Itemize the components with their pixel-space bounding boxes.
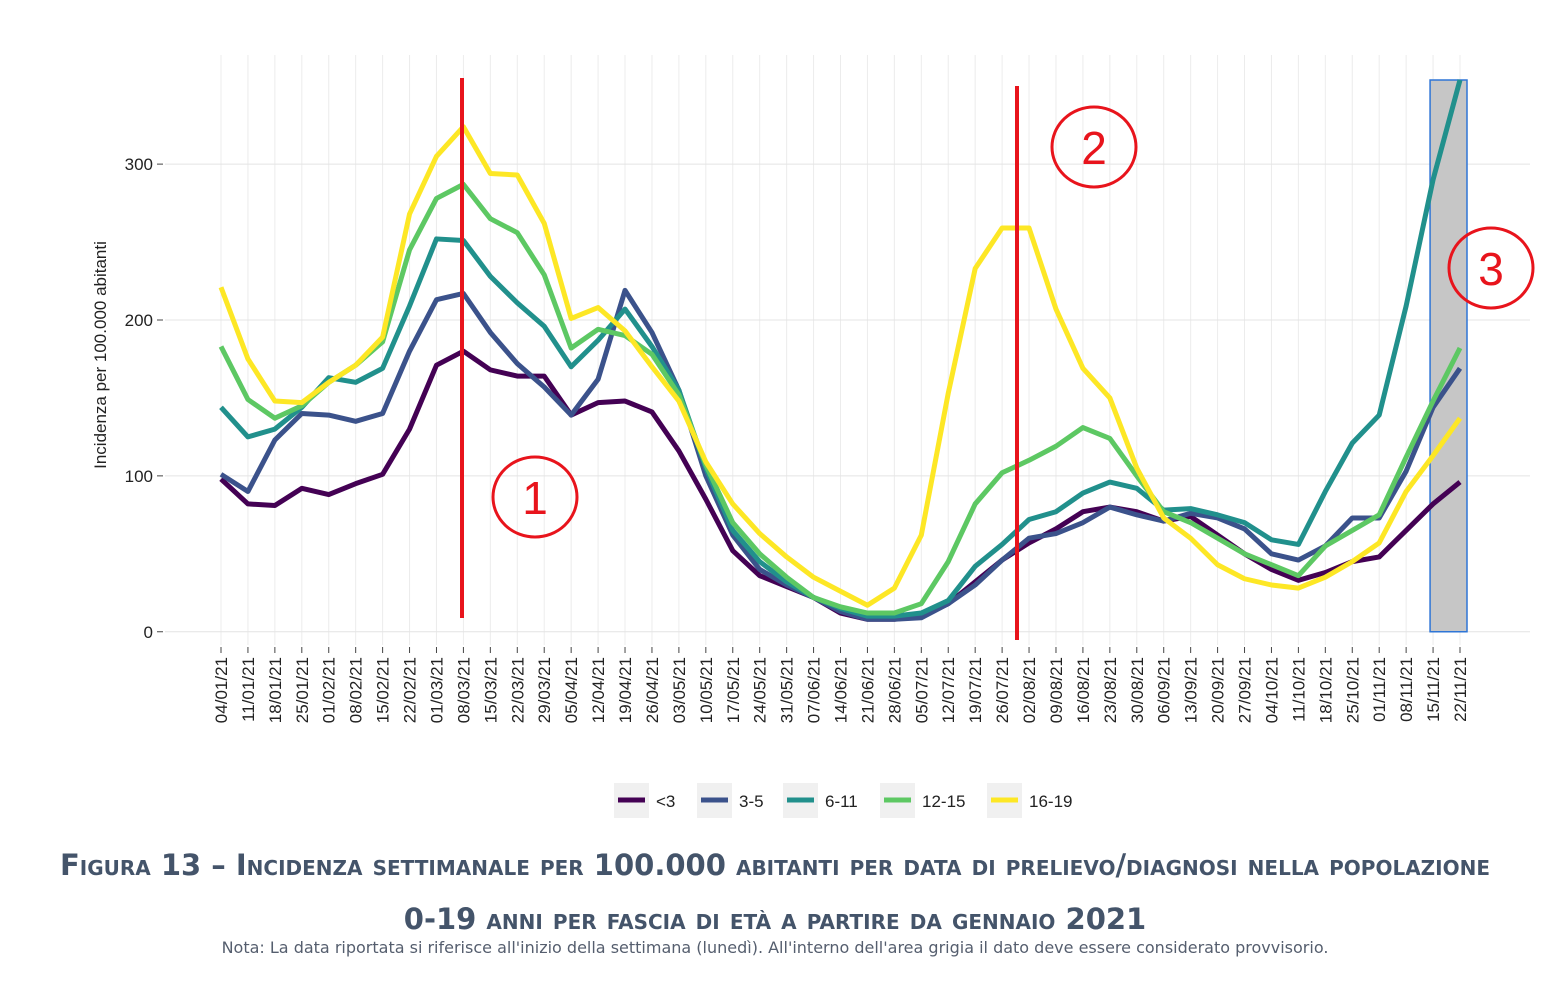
legend-label: <3	[656, 792, 675, 811]
legend-item: 12-15	[880, 783, 965, 818]
x-tick-label: 05/07/21	[912, 657, 931, 723]
x-tick-label: 15/11/21	[1424, 657, 1443, 722]
x-tick-label: 01/03/21	[427, 657, 446, 723]
annotation-circle	[491, 455, 579, 539]
legend-label: 3-5	[739, 792, 764, 811]
x-tick-label: 04/01/21	[212, 657, 231, 723]
x-tick-label: 30/08/21	[1128, 657, 1147, 723]
x-tick-label: 26/07/21	[993, 657, 1012, 723]
x-tick-label: 11/10/21	[1289, 657, 1308, 722]
x-tick-label: 03/05/21	[670, 657, 689, 723]
legend-label: 6-11	[825, 792, 858, 811]
x-tick-label: 22/11/21	[1451, 657, 1470, 722]
x-tick-label: 08/02/21	[347, 657, 366, 723]
x-tick-label: 20/09/21	[1209, 657, 1228, 723]
x-tick-label: 22/03/21	[508, 657, 527, 723]
series-line	[218, 124, 1463, 608]
annotation-circle	[1050, 105, 1138, 189]
x-tick-label: 18/01/21	[266, 657, 285, 723]
x-tick-label: 24/05/21	[751, 657, 770, 723]
x-tick-label: 25/01/21	[293, 657, 312, 723]
x-tick-label: 15/03/21	[481, 657, 500, 723]
legend-item: 6-11	[783, 783, 858, 818]
x-tick-label: 15/02/21	[374, 657, 393, 723]
series-line	[219, 287, 1463, 622]
x-tick-label: 26/04/21	[643, 657, 662, 723]
x-tick-label: 29/03/21	[535, 657, 554, 723]
legend-item: 3-5	[697, 783, 764, 818]
annotation-label: 1	[522, 472, 548, 524]
x-tick-label: 07/06/21	[805, 657, 824, 723]
x-tick-label: 11/01/21	[239, 657, 258, 722]
x-tick-label: 19/04/21	[616, 657, 635, 723]
x-tick-label: 12/07/21	[939, 657, 958, 723]
x-tick-label: 02/08/21	[1020, 657, 1039, 723]
x-tick-label: 14/06/21	[832, 657, 851, 723]
x-tick-label: 28/06/21	[885, 657, 904, 723]
x-tick-label: 01/02/21	[320, 657, 339, 723]
x-tick-label: 16/08/21	[1074, 657, 1093, 723]
x-tick-label: 13/09/21	[1182, 657, 1201, 723]
y-axis-label: Incidenza per 100.000 abitanti	[91, 241, 110, 469]
y-tick-label: 300	[125, 155, 153, 174]
x-tick-label: 22/02/21	[401, 657, 420, 723]
x-tick-label: 27/09/21	[1236, 657, 1255, 723]
x-tick-label: 10/05/21	[697, 657, 716, 723]
x-tick-label: 23/08/21	[1101, 657, 1120, 723]
x-tick-label: 25/10/21	[1343, 657, 1362, 723]
legend-label: 12-15	[922, 792, 965, 811]
x-tick-label: 01/11/21	[1370, 657, 1389, 722]
series-line	[218, 181, 1463, 616]
annotation-label: 2	[1081, 122, 1107, 174]
x-tick-label: 05/04/21	[562, 657, 581, 723]
legend-label: 16-19	[1029, 792, 1072, 811]
x-tick-label: 06/09/21	[1155, 657, 1174, 723]
x-tick-label: 04/10/21	[1262, 657, 1281, 723]
y-tick-label: 0	[144, 623, 153, 642]
x-tick-label: 12/04/21	[589, 657, 608, 723]
annotation-circle	[1447, 226, 1535, 310]
x-tick-label: 21/06/21	[858, 657, 877, 723]
note: Nota: La data riportata si riferisce all…	[221, 938, 1329, 957]
x-tick-label: 18/10/21	[1316, 657, 1335, 723]
x-tick-label: 09/08/21	[1047, 657, 1066, 723]
x-tick-label: 08/03/21	[454, 657, 473, 723]
y-tick-label: 200	[125, 311, 153, 330]
x-tick-label: 17/05/21	[724, 657, 743, 723]
annotation-label: 3	[1478, 243, 1504, 295]
chart-title: Figura 13 – Incidenza settimanale per 10…	[59, 848, 1491, 936]
legend-item: 16-19	[987, 783, 1072, 818]
x-tick-label: 19/07/21	[966, 657, 985, 723]
legend-item: <3	[614, 783, 675, 818]
x-tick-label: 08/11/21	[1397, 657, 1416, 722]
x-tick-label: 31/05/21	[778, 657, 797, 723]
y-tick-label: 100	[125, 467, 153, 486]
